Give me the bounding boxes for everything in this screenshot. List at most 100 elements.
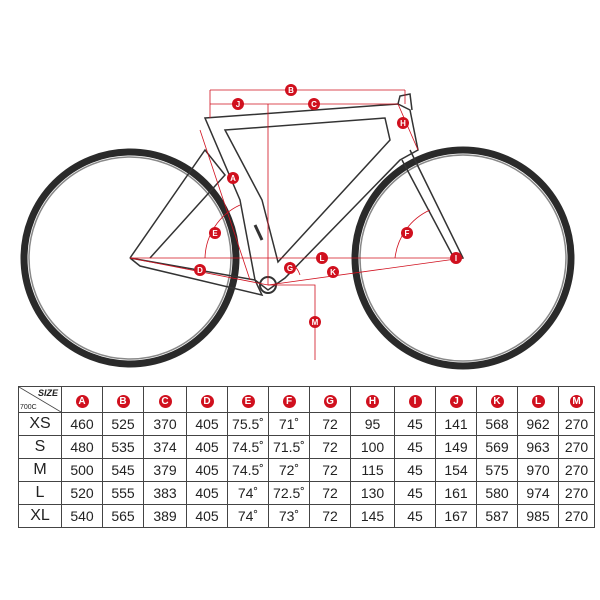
column-letter: D [200, 395, 214, 408]
svg-text:C: C [311, 100, 317, 109]
value-cell: 45 [394, 481, 436, 505]
column-header-c: C [143, 386, 187, 413]
size-label: SIZE [37, 388, 58, 398]
value-cell: 545 [102, 458, 144, 482]
column-letter: F [282, 395, 296, 408]
column-header-b: B [102, 386, 144, 413]
value-cell: 161 [435, 481, 477, 505]
value-cell: 580 [476, 481, 518, 505]
value-cell: 45 [394, 412, 436, 436]
value-cell: 540 [61, 504, 103, 528]
table-row: XS 460 525 370 405 75.5˚ 71˚ 72 95 45 141 568 962 270 [18, 412, 595, 436]
value-cell: 45 [394, 504, 436, 528]
diagram-label-j: J [232, 98, 244, 110]
svg-text:H: H [400, 119, 406, 128]
column-header-a: A [61, 386, 103, 413]
diagram-label-a: A [227, 172, 239, 184]
diagram-label-d: D [194, 264, 206, 276]
value-cell: 130 [350, 481, 395, 505]
column-header-h: H [350, 386, 395, 413]
value-cell: 100 [350, 435, 395, 459]
column-letter: J [449, 395, 463, 408]
value-cell: 383 [143, 481, 187, 505]
value-cell: 374 [143, 435, 187, 459]
value-cell: 389 [143, 504, 187, 528]
svg-text:F: F [405, 229, 410, 238]
value-cell: 568 [476, 412, 518, 436]
column-letter: I [408, 395, 422, 408]
column-letter: G [323, 395, 337, 408]
table-row: L 520 555 383 405 74˚ 72.5˚ 72 130 45 161 580 974 270 [18, 481, 595, 505]
value-cell: 72˚ [268, 458, 310, 482]
value-cell: 270 [558, 435, 595, 459]
value-cell: 480 [61, 435, 103, 459]
value-cell: 45 [394, 458, 436, 482]
value-cell: 72 [309, 412, 351, 436]
svg-text:B: B [288, 86, 294, 95]
value-cell: 72.5˚ [268, 481, 310, 505]
svg-text:A: A [230, 174, 236, 183]
value-cell: 73˚ [268, 504, 310, 528]
value-cell: 587 [476, 504, 518, 528]
column-header-d: D [186, 386, 228, 413]
value-cell: 525 [102, 412, 144, 436]
value-cell: 370 [143, 412, 187, 436]
table-row: S 480 535 374 405 74.5˚ 71.5˚ 72 100 45 149 569 963 2… [18, 435, 595, 459]
value-cell: 962 [517, 412, 559, 436]
value-cell: 72 [309, 435, 351, 459]
diagram-label-g: G [284, 262, 296, 274]
value-cell: 72 [309, 458, 351, 482]
value-cell: 379 [143, 458, 187, 482]
value-cell: 460 [61, 412, 103, 436]
value-cell: 270 [558, 412, 595, 436]
column-header-g: G [309, 386, 351, 413]
bike-geometry-diagram: A B C D E F G H I J KL M [20, 84, 575, 370]
svg-text:L: L [320, 254, 325, 263]
value-cell: 985 [517, 504, 559, 528]
diagram-label-c: C [308, 98, 320, 110]
size-cell: XL [18, 504, 62, 528]
value-cell: 167 [435, 504, 477, 528]
value-cell: 405 [186, 481, 228, 505]
column-letter: C [158, 395, 172, 408]
size-cell: XS [18, 412, 62, 436]
size-cell: L [18, 481, 62, 505]
dimension-lines [129, 89, 464, 360]
value-cell: 154 [435, 458, 477, 482]
column-letter: B [116, 395, 130, 408]
diagram-label-h: H [397, 117, 409, 129]
value-cell: 45 [394, 435, 436, 459]
value-cell: 405 [186, 458, 228, 482]
value-cell: 75.5˚ [227, 412, 269, 436]
value-cell: 270 [558, 458, 595, 482]
value-cell: 74˚ [227, 504, 269, 528]
value-cell: 145 [350, 504, 395, 528]
value-cell: 963 [517, 435, 559, 459]
value-cell: 405 [186, 504, 228, 528]
value-cell: 149 [435, 435, 477, 459]
diagram-label-l: L [316, 252, 328, 264]
column-letter: A [75, 395, 89, 408]
value-cell: 405 [186, 435, 228, 459]
table-header-row: SIZE 700C A B C D E F G H I J K L M [18, 386, 595, 413]
value-cell: 575 [476, 458, 518, 482]
column-header-e: E [227, 386, 269, 413]
diagram-label-k: K [327, 266, 339, 278]
column-header-k: K [476, 386, 518, 413]
size-cell: S [18, 435, 62, 459]
value-cell: 72 [309, 481, 351, 505]
value-cell: 500 [61, 458, 103, 482]
column-header-j: J [435, 386, 477, 413]
diagram-label-b: B [285, 84, 297, 96]
svg-text:K: K [330, 268, 336, 277]
diagram-label-m: M [309, 316, 321, 328]
column-letter: H [366, 395, 379, 408]
value-cell: 970 [517, 458, 559, 482]
svg-text:J: J [236, 100, 240, 109]
table-row: M 500 545 379 405 74.5˚ 72˚ 72 115 45 154 575 970 270 [18, 458, 595, 482]
value-cell: 115 [350, 458, 395, 482]
value-cell: 74˚ [227, 481, 269, 505]
column-header-m: M [558, 386, 595, 413]
value-cell: 974 [517, 481, 559, 505]
